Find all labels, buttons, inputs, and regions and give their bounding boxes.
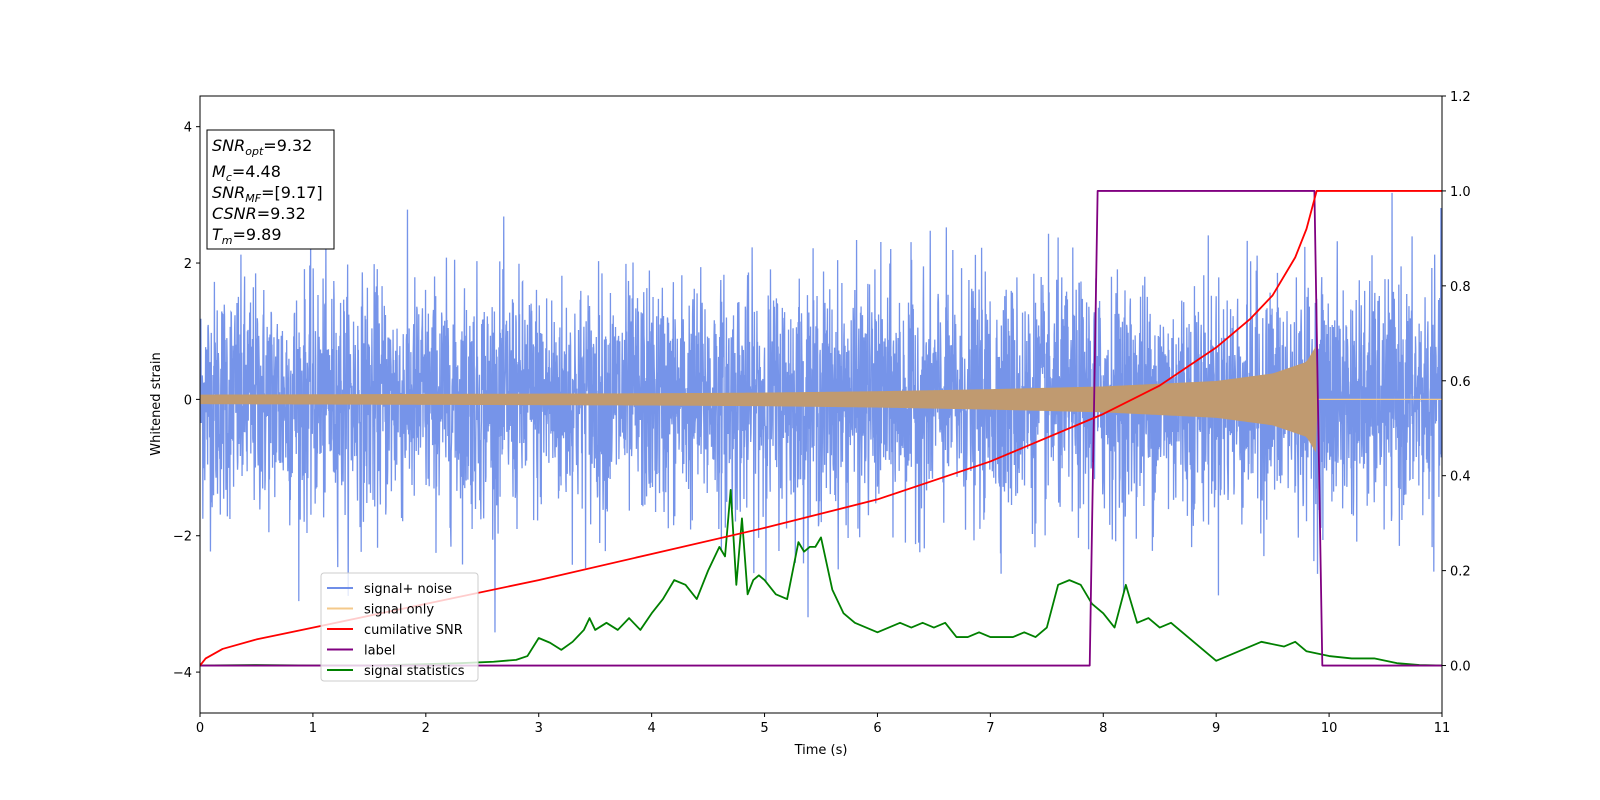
legend: signal+ noise signal only cumilative SNR la…: [320, 572, 479, 682]
y-axis-label: Whitened strain: [149, 352, 164, 455]
x-tick-label: 5: [760, 721, 768, 736]
info-csnr: CSNR=9.32: [212, 204, 306, 223]
y-right-tick-label: 0.8: [1450, 280, 1471, 295]
signal-only-envelope: [200, 346, 1442, 453]
x-tick-label: 2: [422, 721, 430, 736]
info-snr-mf: SNRMF=[9.17]: [212, 183, 323, 205]
x-tick-label: 4: [647, 721, 655, 736]
x-tick-label: 6: [873, 721, 881, 736]
y-right-tick-label: 0.4: [1450, 470, 1471, 485]
x-tick-label: 7: [986, 721, 994, 736]
y-left-tick-label: −2: [173, 530, 192, 545]
line-series-group: [200, 190, 1442, 667]
x-tick-label: 0: [196, 721, 204, 736]
y-left-tick-label: −4: [173, 666, 192, 681]
info-mc: Mc=4.48: [212, 162, 281, 184]
legend-label: signal+ noise: [364, 582, 452, 597]
plot-frame: [199, 95, 1443, 714]
y-axis-right-ticks: 0.0 0.2 0.4 0.6 0.8 1.0 1.2: [1442, 90, 1471, 675]
cumilative-snr-line: [200, 190, 1442, 667]
x-tick-label: 9: [1212, 721, 1220, 736]
x-tick-label: 8: [1099, 721, 1107, 736]
info-snr-opt: SNRopt=9.32: [212, 136, 312, 158]
x-axis-label: Time (s): [794, 743, 848, 758]
info-box: SNRopt=9.32 Mc=4.48 SNRMF=[9.17] CSNR=9.…: [206, 129, 335, 250]
legend-label: label: [364, 644, 395, 659]
signal-only-series: [200, 346, 1442, 453]
legend-label: signal statistics: [364, 664, 465, 679]
y-right-tick-label: 1.0: [1450, 185, 1471, 200]
y-left-tick-label: 0: [184, 393, 192, 408]
x-tick-label: 11: [1434, 721, 1451, 736]
label-line: [200, 190, 1442, 667]
info-tm: Tm=9.89: [212, 225, 282, 247]
x-axis-ticks: 0 1 2 3 4 5 6 7 8 9 10 11: [196, 713, 1450, 736]
legend-label: signal only: [364, 603, 434, 618]
x-tick-label: 3: [535, 721, 543, 736]
x-tick-label: 1: [309, 721, 317, 736]
y-left-tick-label: 4: [184, 121, 192, 136]
y-right-tick-label: 0.2: [1450, 565, 1471, 580]
legend-label: cumilative SNR: [364, 623, 463, 638]
y-left-tick-label: 2: [184, 257, 192, 272]
signal-statistics-line: [200, 489, 1442, 667]
y-right-tick-label: 1.2: [1450, 90, 1471, 105]
y-right-tick-label: 0.6: [1450, 375, 1471, 390]
y-axis-left-ticks: −4 −2 0 2 4: [173, 121, 200, 681]
y-right-tick-label: 0.0: [1450, 660, 1471, 675]
x-tick-label: 10: [1321, 721, 1338, 736]
